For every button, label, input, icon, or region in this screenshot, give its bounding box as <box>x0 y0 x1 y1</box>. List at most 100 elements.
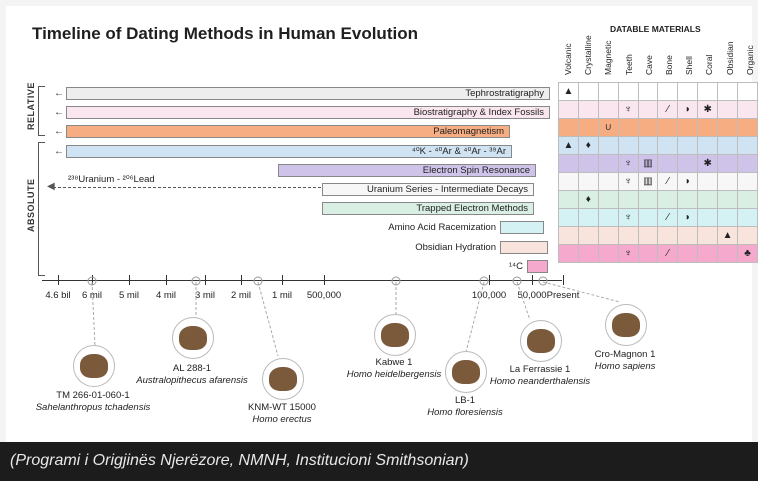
axis-tick <box>324 275 325 285</box>
material-cell <box>558 190 579 209</box>
method-bar <box>66 144 512 158</box>
method-label: Obsidian Hydration <box>415 241 496 253</box>
material-cell <box>637 136 659 155</box>
material-cell <box>558 208 579 227</box>
coral-icon: ✱ <box>697 154 719 173</box>
fossil-label: Kabwe 1 Homo heidelbergensis <box>347 357 442 381</box>
fossil-species: Homo sapiens <box>594 361 656 372</box>
axis-tick-label: 4 mil <box>155 290 177 301</box>
material-cell <box>657 118 679 137</box>
material-cell <box>657 190 679 209</box>
method-bar <box>278 163 536 177</box>
skull-shape <box>612 313 640 337</box>
axis-tick <box>129 275 130 285</box>
axis-tick <box>563 275 564 285</box>
material-cell <box>717 118 739 137</box>
material-cell <box>717 172 739 191</box>
material-cell <box>597 82 619 101</box>
fossil-species: Homo floresiensis <box>427 407 503 418</box>
axis-tick-label: 6 mil <box>81 290 103 301</box>
shell-icon: ◗ <box>677 172 699 191</box>
caption: (Programi i Origjinës Njerëzore, NMNH, I… <box>10 452 469 469</box>
arrow-left-icon: ← <box>54 88 64 99</box>
skull-icon <box>73 345 115 387</box>
axis-tick-label: 3 mil <box>194 290 216 301</box>
method-bar <box>500 240 548 254</box>
caption-bar <box>0 442 758 481</box>
materials-row: ▲ <box>558 82 758 101</box>
axis-tick <box>282 275 283 285</box>
skull-icon <box>374 314 416 356</box>
axis-tick-label: 100,000 <box>471 290 507 301</box>
method-label: Biostratigraphy & Index Fossils <box>413 107 544 119</box>
material-cell <box>677 82 699 101</box>
materials-row: ∪ <box>558 118 758 137</box>
axis-tick-label: 1 mil <box>271 290 293 301</box>
fossil-species: Homo heidelbergensis <box>346 369 442 380</box>
material-cell <box>577 100 599 119</box>
material-cell <box>737 190 758 209</box>
skull-shape <box>80 354 108 378</box>
axis-tick-label: 5 mil <box>118 290 140 301</box>
timeline-axis <box>42 280 562 281</box>
material-cell <box>558 118 579 137</box>
material-cell <box>677 244 699 263</box>
method-label: Uranium Series - Intermediate Decays <box>366 184 528 195</box>
material-cell <box>717 136 739 155</box>
material-cell <box>577 208 599 227</box>
method-label: ⁴⁰K - ⁴⁰Ar & ⁴⁰Ar - ³⁹Ar <box>411 145 506 157</box>
axis-tick <box>166 275 167 285</box>
method-bar <box>66 125 510 139</box>
material-cell <box>558 226 579 245</box>
fossil-label: TM 266-01-060-1 Sahelanthropus tchadensis <box>36 390 151 414</box>
axis-tick-label: Present <box>546 290 580 301</box>
arrow-left-icon: ← <box>54 126 64 138</box>
fossil-id: KNM-WT 15000 <box>248 402 316 413</box>
material-cell <box>637 100 659 119</box>
bone-icon: ⁄ <box>657 172 679 191</box>
fossil-species: Homo erectus <box>252 414 312 425</box>
skull-shape <box>527 329 555 353</box>
material-cell <box>558 172 579 191</box>
material-cell <box>637 244 659 263</box>
materials-row: ♆ ▥ ⁄ ◗ <box>558 172 758 191</box>
material-cell <box>717 82 739 101</box>
fossil-id: AL 288-1 <box>172 363 212 374</box>
material-cell <box>677 136 699 155</box>
skull-shape <box>452 360 480 384</box>
diagram-title: Timeline of Dating Methods in Human Evol… <box>32 24 418 43</box>
material-cell <box>737 172 758 191</box>
method-label: Amino Acid Racemization <box>388 222 496 234</box>
material-cell <box>677 118 699 137</box>
uranium-lead-label: ²³⁸Uranium - ²⁰⁶Lead <box>68 174 155 185</box>
materials-row: ♦ <box>558 190 758 209</box>
coral-icon: ✱ <box>697 100 719 119</box>
material-cell <box>737 226 758 245</box>
method-bar <box>500 221 544 235</box>
tooth-icon: ♆ <box>617 172 639 191</box>
material-cell <box>558 244 579 263</box>
tooth-icon: ♆ <box>617 244 639 263</box>
axis-tick <box>58 275 59 285</box>
fossil-label: AL 288-1 Australopithecus afarensis <box>136 363 247 387</box>
absolute-bracket <box>38 142 45 276</box>
material-cell <box>617 190 639 209</box>
axis-tick <box>489 275 490 285</box>
fossil-species: Homo neanderthalensis <box>489 376 591 387</box>
tooth-icon: ♆ <box>617 208 639 227</box>
skull-icon <box>520 320 562 362</box>
axis-tick-label: 2 mil <box>230 290 252 301</box>
skull-icon <box>262 358 304 400</box>
skull-shape <box>381 323 409 347</box>
material-cell <box>617 82 639 101</box>
axis-tick-label: 500,000 <box>306 290 342 301</box>
fossil-label: Cro-Magnon 1 Homo sapiens <box>595 349 656 373</box>
obsidian-icon: ▲ <box>717 226 739 245</box>
uranium-lead-dashed-line <box>53 187 321 188</box>
material-cell <box>657 82 679 101</box>
method-bar <box>527 259 548 273</box>
bone-icon: ⁄ <box>657 244 679 263</box>
fossil-id: TM 266-01-060-1 <box>56 390 130 401</box>
material-cell <box>617 118 639 137</box>
fossil-species: Australopithecus afarensis <box>136 375 248 386</box>
